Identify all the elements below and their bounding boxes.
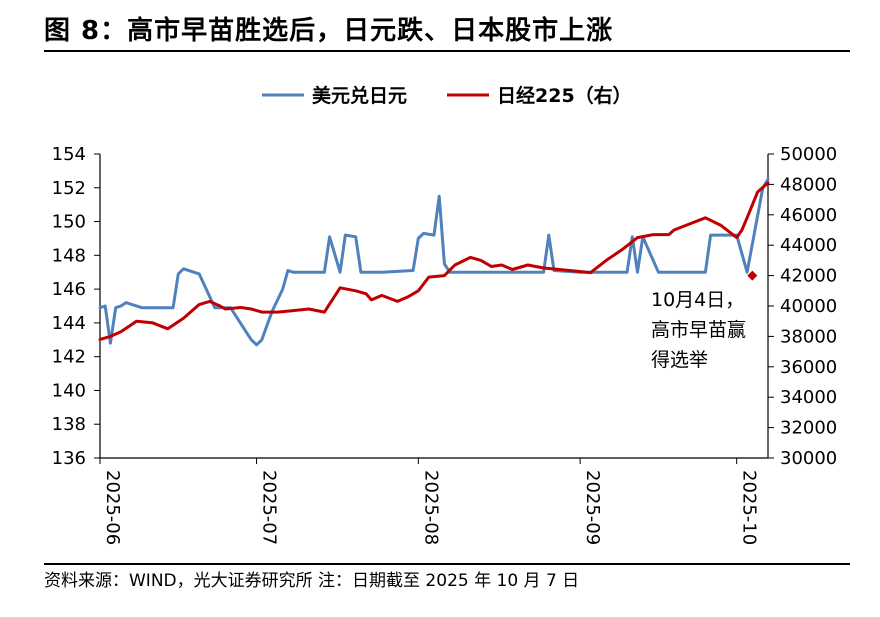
x-axis-ticks: 2025-06 2025-07 2025-08 2025-09 2025-10 (99, 458, 760, 545)
left-tick-label: 138 (52, 414, 86, 435)
nikkei225-line (98, 181, 770, 341)
right-tick-label: 42000 (780, 266, 837, 287)
annotation-text-line: 高市早苗赢 (651, 319, 746, 341)
right-tick-label: 30000 (780, 448, 837, 469)
x-tick-label: 2025-08 (420, 470, 441, 545)
x-tick-label: 2025-10 (739, 470, 760, 545)
left-tick-label: 142 (52, 347, 86, 368)
source-note: 资料来源：WIND，光大证券研究所 注：日期截至 2025 年 10 月 7 日 (44, 571, 580, 591)
left-axis-ticks: 136 138 140 142 144 146 148 150 152 154 (52, 144, 100, 469)
left-tick-label: 144 (52, 313, 86, 334)
legend-item-usdjpy-label: 美元兑日元 (312, 84, 407, 107)
right-tick-label: 40000 (780, 296, 837, 317)
left-tick-label: 152 (52, 178, 86, 199)
chart-title: 图 8：高市早苗胜选后，日元跌、日本股市上涨 (44, 16, 614, 46)
legend-item-nikkei225-label: 日经225（右） (497, 84, 632, 107)
right-tick-label: 38000 (780, 326, 837, 347)
right-tick-label: 34000 (780, 387, 837, 408)
right-tick-label: 48000 (780, 174, 837, 195)
chart: 美元兑日元 日经225（右） 136 138 140 142 144 146 148 150 15… (52, 84, 838, 545)
left-tick-label: 140 (52, 380, 86, 401)
left-tick-label: 154 (52, 144, 86, 165)
right-tick-label: 36000 (780, 357, 837, 378)
usdjpy-line (98, 177, 770, 347)
x-tick-label: 2025-09 (582, 470, 603, 545)
annotation-marker (747, 270, 758, 281)
series-lines (98, 177, 770, 347)
top-rule (44, 50, 850, 52)
annotation-text-line: 得选举 (651, 349, 708, 371)
x-tick-label: 2025-07 (259, 470, 280, 545)
right-tick-label: 32000 (780, 418, 837, 439)
left-tick-label: 148 (52, 245, 86, 266)
right-tick-label: 44000 (780, 235, 837, 256)
right-tick-label: 46000 (780, 205, 837, 226)
left-tick-label: 150 (52, 212, 86, 233)
left-tick-label: 146 (52, 279, 86, 300)
right-axis-ticks: 30000 32000 34000 36000 38000 40000 42000 44000… (768, 144, 837, 469)
legend: 美元兑日元 日经225（右） (262, 84, 632, 107)
right-tick-label: 50000 (780, 144, 837, 165)
left-tick-label: 136 (52, 448, 86, 469)
bottom-rule (44, 563, 850, 565)
x-tick-label: 2025-06 (102, 470, 123, 545)
annotation-text-line: 10月4日， (651, 289, 744, 311)
